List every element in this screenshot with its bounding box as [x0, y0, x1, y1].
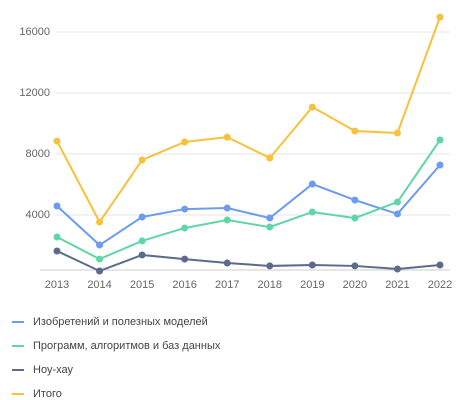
data-point: [308, 103, 316, 111]
data-point: [351, 214, 359, 222]
data-point: [266, 154, 274, 162]
data-point: [96, 267, 104, 275]
data-point: [53, 233, 61, 241]
data-point: [436, 261, 444, 269]
data-point: [53, 202, 61, 210]
data-point: [393, 129, 401, 137]
x-tick-label: 2015: [130, 279, 154, 291]
x-tick-label: 2019: [300, 279, 324, 291]
x-tick-label: 2016: [172, 279, 196, 291]
data-point: [266, 262, 274, 270]
data-point: [266, 214, 274, 222]
series-line: [56, 16, 441, 224]
data-point: [223, 216, 231, 224]
data-point: [181, 138, 189, 146]
legend: Изобретений и полезных моделей Программ, …: [12, 316, 221, 400]
x-tick-label: 2014: [87, 279, 111, 291]
data-point: [308, 261, 316, 269]
data-point: [351, 196, 359, 204]
y-tick-label: 4000: [26, 209, 50, 221]
data-point: [138, 251, 146, 259]
series-line: [56, 164, 441, 247]
legend-label: Итого: [33, 388, 62, 400]
data-point: [393, 265, 401, 273]
y-tick-label: 8000: [26, 148, 50, 160]
data-point: [53, 247, 61, 255]
data-point: [393, 198, 401, 206]
data-point: [138, 156, 146, 164]
data-point: [351, 262, 359, 270]
data-point: [181, 255, 189, 263]
legend-label: Ноу-хау: [33, 364, 73, 376]
data-point: [308, 180, 316, 188]
data-point: [223, 133, 231, 141]
x-tick-label: 2018: [258, 279, 282, 291]
y-tick-label: 16000: [19, 26, 50, 38]
x-tick-label: 2022: [428, 279, 452, 291]
series-line: [56, 139, 441, 261]
x-tick-label: 2021: [385, 279, 409, 291]
data-point: [436, 136, 444, 144]
x-tick-label: 2017: [215, 279, 239, 291]
data-point: [266, 223, 274, 231]
data-point: [53, 137, 61, 145]
data-point: [181, 205, 189, 213]
legend-label: Программ, алгоритмов и баз данных: [33, 340, 221, 352]
data-point: [308, 208, 316, 216]
data-point: [96, 218, 104, 226]
x-tick-label: 2013: [45, 279, 69, 291]
legend-label: Изобретений и полезных моделей: [33, 316, 208, 328]
data-point: [223, 259, 231, 267]
data-point: [138, 237, 146, 245]
data-point: [223, 204, 231, 212]
x-tick-label: 2020: [343, 279, 367, 291]
data-point: [436, 161, 444, 169]
data-point: [436, 13, 444, 21]
data-point: [351, 127, 359, 135]
series-line: [56, 250, 441, 273]
data-point: [393, 210, 401, 218]
y-tick-label: 12000: [19, 87, 50, 99]
data-point: [96, 255, 104, 263]
data-point: [181, 224, 189, 232]
data-point: [138, 213, 146, 221]
data-point: [96, 241, 104, 249]
